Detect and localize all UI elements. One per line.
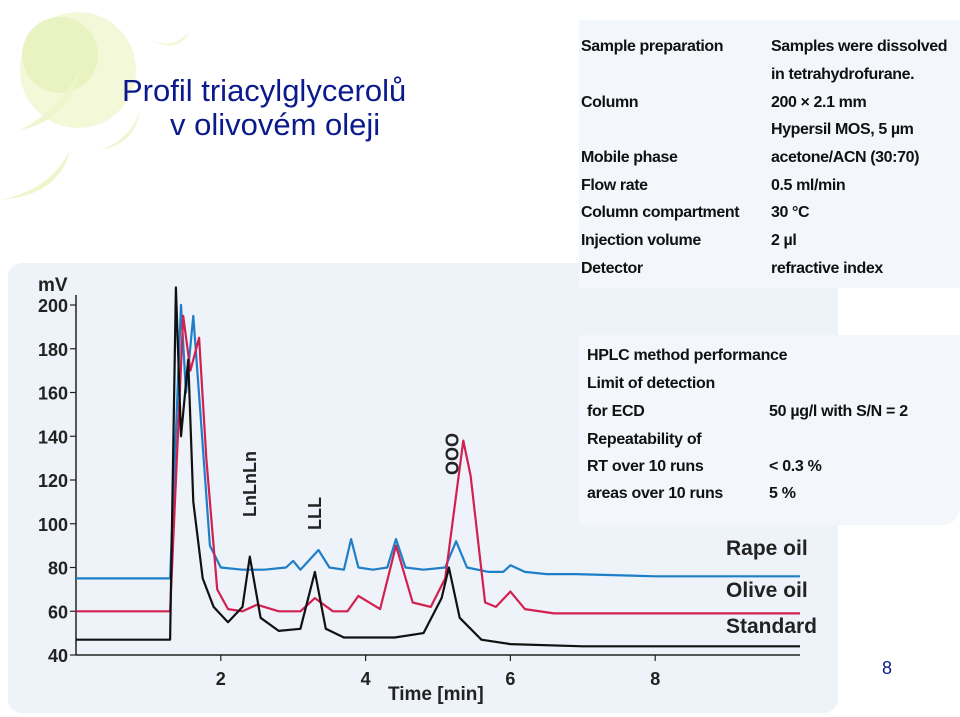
performance-row: Repeatability of	[587, 431, 702, 449]
deco-leaf	[20, 70, 80, 130]
performance-row: areas over 10 runs 5 %	[587, 485, 796, 503]
peak-label: LnLnLn	[240, 451, 260, 517]
performance-row: for ECD 50 µg/l with S/N = 2	[587, 403, 908, 421]
peak-label: OOO	[442, 433, 462, 475]
performance-value: 5 %	[769, 485, 796, 502]
y-tick-label: 120	[38, 471, 68, 491]
method-value: 200 × 2.1 mm	[771, 94, 867, 111]
performance-label: for ECD	[587, 403, 645, 420]
performance-row: Limit of detection	[587, 375, 715, 393]
method-label: Column	[581, 94, 639, 111]
deco-leaf	[100, 110, 140, 150]
slide-title-line1: Profil triacylglycerolů	[122, 73, 407, 108]
method-performance-panel: HPLC method performance Limit of detecti…	[579, 335, 960, 525]
performance-label: areas over 10 runs	[587, 485, 724, 502]
performance-heading: HPLC method performance	[587, 347, 788, 364]
deco-leaf	[150, 30, 190, 46]
y-tick-label: 160	[38, 384, 68, 404]
method-value: Hypersil MOS, 5 µm	[771, 121, 914, 138]
peak-labels: LnLnLn LLL OOO	[240, 433, 463, 530]
legend-label: Rape oil	[726, 537, 808, 560]
series-line-olive	[76, 314, 800, 615]
performance-label: Repeatability of	[587, 431, 702, 448]
y-tick-label: 200	[38, 296, 68, 316]
performance-label: Limit of detection	[587, 375, 715, 392]
deco-leaf	[0, 150, 70, 200]
method-label: Sample preparation	[581, 38, 724, 55]
method-value: 2 µl	[771, 232, 797, 249]
method-label: Flow rate	[581, 177, 648, 194]
page-number: 8	[882, 658, 893, 678]
y-tick-label: 80	[48, 559, 68, 579]
deco-circle	[22, 17, 98, 93]
method-value: in tetrahydrofurane.	[771, 66, 915, 83]
y-tick-label: 140	[38, 427, 68, 447]
method-value: 0.5 ml/min	[771, 177, 846, 194]
y-tick-label: 100	[38, 515, 68, 535]
performance-label: RT over 10 runs	[587, 458, 704, 475]
x-tick-label: 4	[361, 669, 371, 689]
chart-legend: Rape oil Olive oil Standard	[726, 537, 817, 638]
chart-series-group	[76, 286, 800, 648]
performance-value: < 0.3 %	[769, 458, 822, 475]
method-label: Injection volume	[581, 232, 701, 249]
series-line-rape	[76, 303, 800, 580]
chart-axes: 200 180 160 140 120 100 80 60 40 2 4 6 8	[38, 295, 800, 689]
slide-title-line2: v olivovém oleji	[170, 107, 381, 142]
method-parameters-panel: Sample preparation Samples were dissolved…	[579, 20, 960, 288]
method-value: 30 °C	[771, 204, 810, 221]
method-label: Detector	[581, 260, 643, 277]
series-line-standard	[76, 286, 800, 648]
method-label: Column compartment	[581, 204, 740, 221]
y-tick-label: 60	[48, 602, 68, 622]
decorative-background	[0, 12, 190, 200]
peak-label: LLL	[305, 497, 325, 530]
y-axis-label: mV	[38, 275, 68, 296]
y-tick-label: 180	[38, 340, 68, 360]
legend-label: Olive oil	[726, 579, 808, 602]
x-tick-label: 2	[216, 669, 226, 689]
legend-label: Standard	[726, 615, 817, 638]
performance-row: RT over 10 runs < 0.3 %	[587, 458, 822, 476]
method-value: Samples were dissolved	[771, 38, 948, 55]
slide-title: Profil triacylglycerolů v olivovém oleji	[122, 74, 406, 142]
method-label: Mobile phase	[581, 149, 678, 166]
y-tick-label: 40	[48, 646, 68, 666]
performance-value: 50 µg/l with S/N = 2	[769, 403, 908, 420]
x-axis-label: Time [min]	[388, 684, 484, 705]
x-tick-label: 6	[505, 669, 515, 689]
x-tick-label: 8	[650, 669, 660, 689]
method-value: refractive index	[771, 260, 883, 277]
method-value: acetone/ACN (30:70)	[771, 149, 920, 166]
